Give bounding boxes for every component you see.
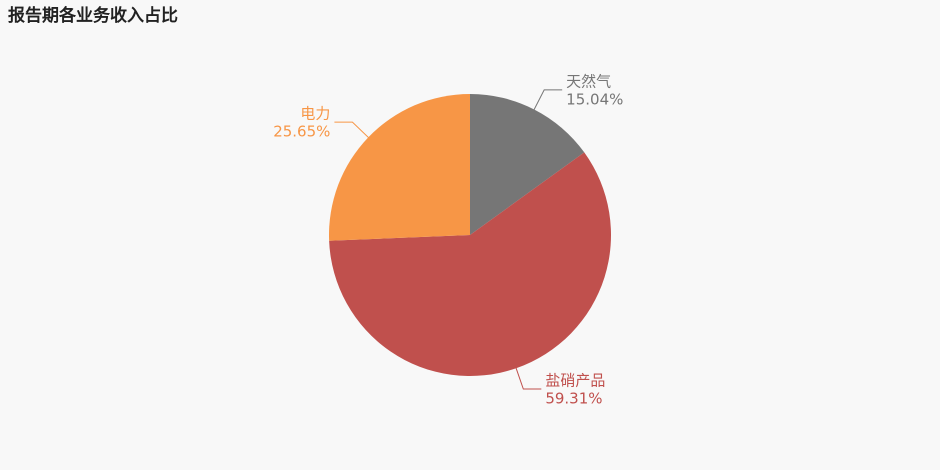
value-label: 59.31%: [545, 390, 602, 408]
slice-label: 盐硝产品: [545, 372, 605, 390]
value-label: 15.04%: [566, 90, 623, 108]
chart-title: 报告期各业务收入占比: [8, 5, 178, 26]
leader-line: [334, 121, 371, 140]
pie-slice: [470, 94, 585, 235]
leader-line: [515, 366, 542, 390]
slice-label: 天然气: [566, 72, 611, 90]
value-label: 25.65%: [273, 123, 330, 141]
leader-line: [532, 89, 563, 112]
slice-label: 电力: [300, 105, 330, 123]
pie-slice: [329, 94, 470, 241]
pie-slice: [329, 152, 611, 377]
